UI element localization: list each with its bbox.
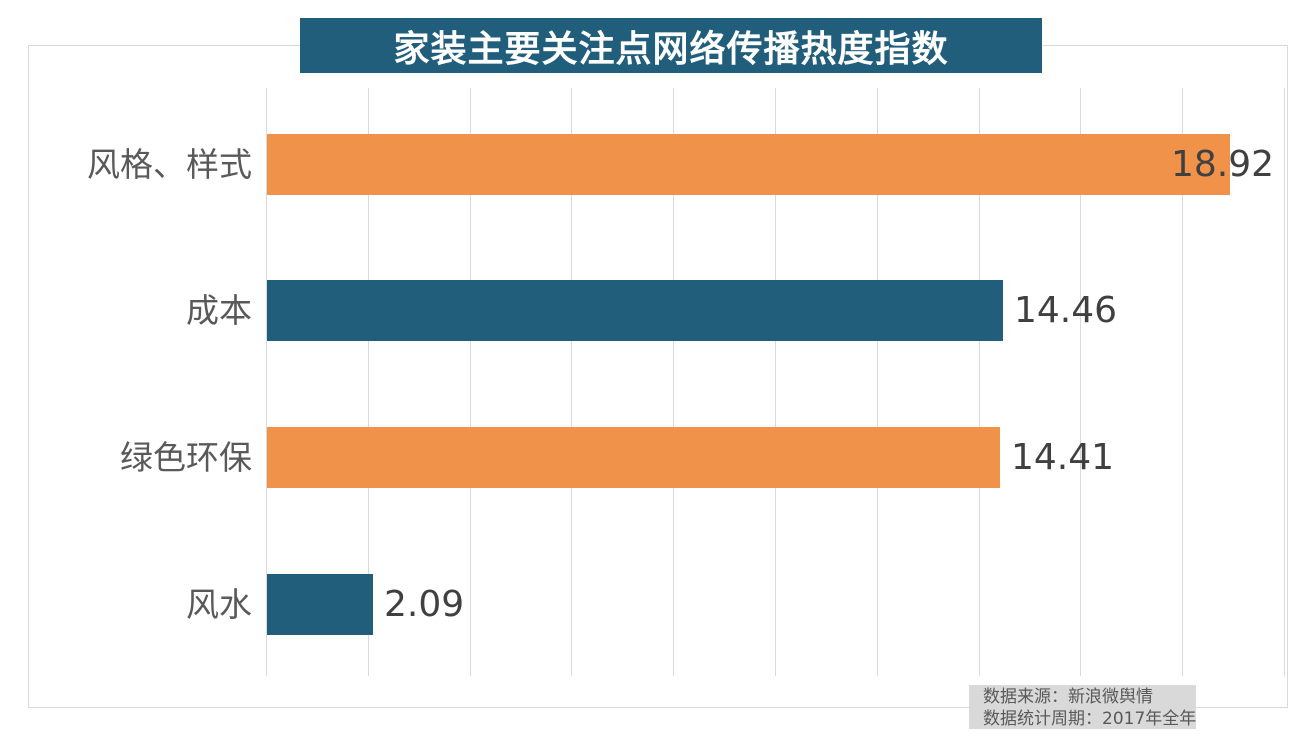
gridline-x-8 — [673, 88, 674, 676]
value-label-3: 2.09 — [384, 584, 465, 625]
chart-title: 家装主要关注点网络传播热度指数 — [300, 18, 1042, 73]
gridline-x-12 — [877, 88, 878, 676]
value-label-2: 14.41 — [1011, 437, 1115, 478]
gridline-x-14 — [979, 88, 980, 676]
value-label-1: 14.46 — [1014, 290, 1118, 331]
bar-2 — [267, 427, 1000, 488]
value-label-0: 18.92 — [1171, 144, 1275, 185]
gridline-x-10 — [775, 88, 776, 676]
gridline-x-16 — [1080, 88, 1081, 676]
gridline-x-18 — [1182, 88, 1183, 676]
category-label-1: 成本 — [186, 291, 252, 330]
gridline-x-2 — [368, 88, 369, 676]
source-line-1: 数据来源：新浪微舆情 — [983, 687, 1153, 707]
bar-3 — [267, 574, 373, 635]
gridline-x-0 — [266, 88, 267, 676]
bar-0 — [267, 134, 1230, 195]
gridline-x-20 — [1284, 88, 1285, 676]
category-label-2: 绿色环保 — [120, 438, 252, 477]
source-note: 数据来源：新浪微舆情 数据统计周期：2017年全年 — [969, 685, 1196, 729]
source-line-2: 数据统计周期：2017年全年 — [983, 709, 1197, 729]
bar-1 — [267, 280, 1003, 341]
category-label-3: 风水 — [186, 585, 252, 624]
gridline-x-4 — [470, 88, 471, 676]
plot-area — [266, 88, 1286, 676]
category-label-0: 风格、样式 — [87, 145, 252, 184]
gridline-x-6 — [571, 88, 572, 676]
